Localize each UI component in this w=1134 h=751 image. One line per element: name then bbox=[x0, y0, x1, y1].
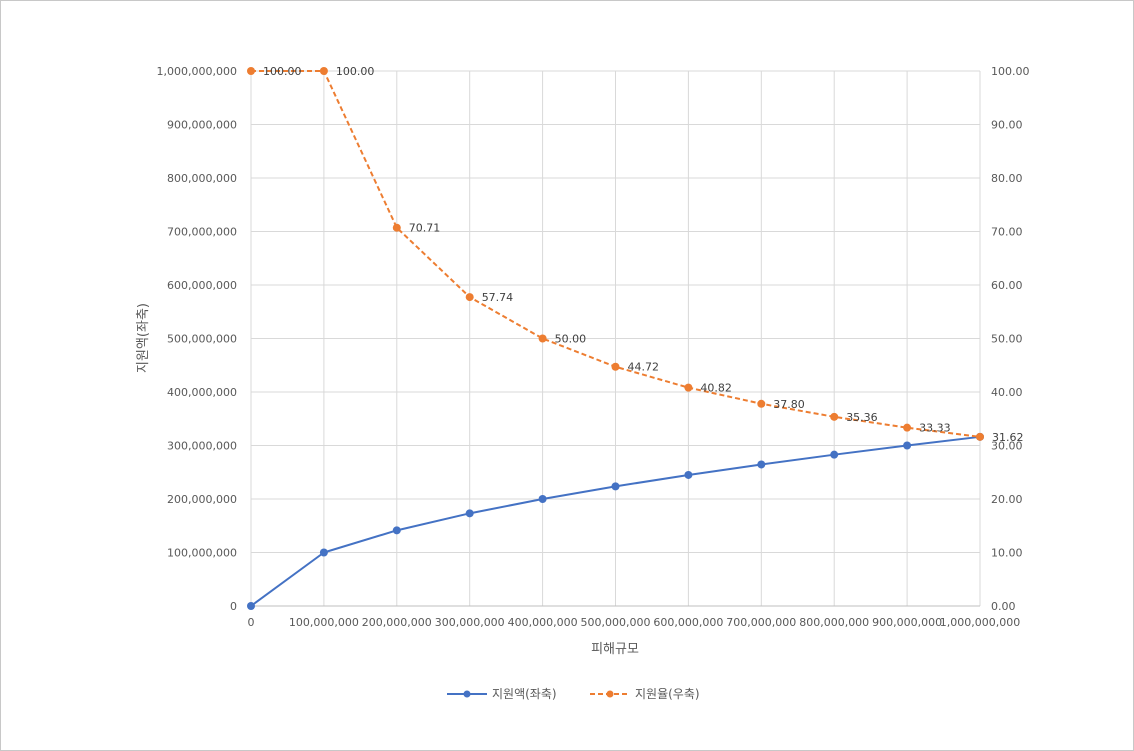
left-tick-label-3: 300,000,000 bbox=[167, 440, 237, 453]
legend-marker-support-rate bbox=[606, 690, 614, 698]
left-tick-label-5: 500,000,000 bbox=[167, 333, 237, 346]
x-axis-title: 피해규모 bbox=[591, 642, 639, 657]
right-axis-tick-labels: 0.00 10.00 20.00 30.00 40.00 50.00 60.00 70.00 8… bbox=[991, 65, 1030, 613]
x-tick-label-6: 600,000,000 bbox=[653, 616, 723, 629]
left-tick-label-1: 100,000,000 bbox=[167, 547, 237, 560]
right-tick-label-3: 30.00 bbox=[991, 440, 1023, 453]
series-1-point-10 bbox=[976, 432, 984, 441]
series-1-point-5 bbox=[611, 362, 620, 371]
x-tick-label-4: 400,000,000 bbox=[508, 616, 578, 629]
gridlines bbox=[250, 70, 981, 607]
left-tick-label-8: 800,000,000 bbox=[167, 172, 237, 185]
x-tick-label-7: 700,000,000 bbox=[726, 616, 796, 629]
series-1-point-7 bbox=[757, 399, 766, 408]
left-tick-label-10: 1,000,000,000 bbox=[157, 65, 237, 78]
series-1-data-label-5: 44.72 bbox=[628, 361, 660, 374]
series-1-data-label-1: 100.00 bbox=[336, 65, 375, 78]
right-tick-label-0: 0.00 bbox=[991, 600, 1016, 613]
left-tick-label-7: 700,000,000 bbox=[167, 226, 237, 239]
series-0-point-4 bbox=[538, 495, 547, 503]
legend: 지원액(좌축) 지원율(우축) bbox=[447, 687, 700, 701]
series-1-point-8 bbox=[830, 412, 839, 421]
right-tick-label-9: 90.00 bbox=[991, 119, 1023, 132]
series-1-point-2 bbox=[392, 223, 401, 232]
right-tick-label-1: 10.00 bbox=[991, 547, 1023, 560]
x-tick-label-5: 500,000,000 bbox=[581, 616, 651, 629]
y-axis-title: 지원액(좌축) bbox=[136, 303, 151, 373]
right-tick-label-6: 60.00 bbox=[991, 279, 1023, 292]
series-1-data-label-6: 40.82 bbox=[700, 382, 732, 395]
right-tick-label-7: 70.00 bbox=[991, 226, 1023, 239]
left-tick-label-4: 400,000,000 bbox=[167, 386, 237, 399]
x-tick-label-0: 0 bbox=[248, 616, 255, 629]
series-1-data-label-9: 33.33 bbox=[919, 422, 951, 435]
series-lines bbox=[247, 67, 984, 610]
series-1-point-3 bbox=[465, 293, 474, 302]
right-tick-label-5: 50.00 bbox=[991, 333, 1023, 346]
legend-item-support-amount: 지원액(좌축) bbox=[447, 687, 557, 701]
legend-item-support-rate: 지원율(우축) bbox=[590, 687, 700, 701]
x-tick-label-3: 300,000,000 bbox=[435, 616, 505, 629]
left-tick-label-2: 200,000,000 bbox=[167, 493, 237, 506]
series-1-data-label-0: 100.00 bbox=[263, 65, 302, 78]
series-1-data-label-10: 31.62 bbox=[992, 431, 1024, 444]
series-1-point-1 bbox=[319, 67, 328, 75]
series-0-point-6 bbox=[684, 470, 693, 479]
series-0-point-1 bbox=[319, 548, 328, 557]
series-1-point-9 bbox=[903, 423, 912, 432]
left-tick-label-9: 900,000,000 bbox=[167, 119, 237, 132]
left-axis-tick-labels: 0 100,000,000 200,000,000 300,000,000 400,00… bbox=[157, 65, 237, 613]
series-1-point-4 bbox=[538, 334, 547, 343]
x-tick-label-10: 1,000,000,000 bbox=[940, 616, 1020, 629]
series-1-data-label-7: 37.80 bbox=[773, 398, 805, 411]
right-tick-label-10: 100.00 bbox=[991, 65, 1030, 78]
right-tick-label-2: 20.00 bbox=[991, 493, 1023, 506]
series-0-point-8 bbox=[830, 450, 839, 459]
series-0-point-0 bbox=[247, 602, 255, 610]
left-tick-label-0: 0 bbox=[230, 600, 237, 613]
series-1-data-label-8: 35.36 bbox=[846, 411, 878, 424]
right-tick-label-8: 80.00 bbox=[991, 172, 1023, 185]
series-0-point-5 bbox=[611, 482, 620, 491]
legend-label-support-amount: 지원액(좌축) bbox=[492, 687, 557, 701]
left-tick-label-6: 600,000,000 bbox=[167, 279, 237, 292]
legend-label-support-rate: 지원율(우축) bbox=[635, 687, 700, 701]
series-0-point-2 bbox=[392, 526, 401, 535]
series-0-point-3 bbox=[465, 509, 474, 518]
x-tick-label-2: 200,000,000 bbox=[362, 616, 432, 629]
x-tick-label-8: 800,000,000 bbox=[799, 616, 869, 629]
x-tick-label-1: 100,000,000 bbox=[289, 616, 359, 629]
series-1-point-6 bbox=[684, 383, 693, 392]
x-axis-tick-labels: 0 100,000,000 200,000,000 300,000,000 400,00… bbox=[248, 616, 1021, 629]
right-tick-label-4: 40.00 bbox=[991, 386, 1023, 399]
x-tick-label-9: 900,000,000 bbox=[872, 616, 942, 629]
series-0-point-9 bbox=[903, 441, 912, 450]
series-1-data-label-3: 57.74 bbox=[482, 291, 514, 304]
series-1-point-0 bbox=[247, 67, 255, 75]
series-1-data-label-2: 70.71 bbox=[409, 222, 441, 235]
series-0-point-7 bbox=[757, 460, 766, 469]
series-1-data-label-4: 50.00 bbox=[555, 333, 587, 346]
data-labels: 100.00 100.00 70.71 57.74 50.00 44.72 40.82 37.… bbox=[263, 65, 1024, 444]
legend-marker-support-amount bbox=[463, 690, 471, 698]
